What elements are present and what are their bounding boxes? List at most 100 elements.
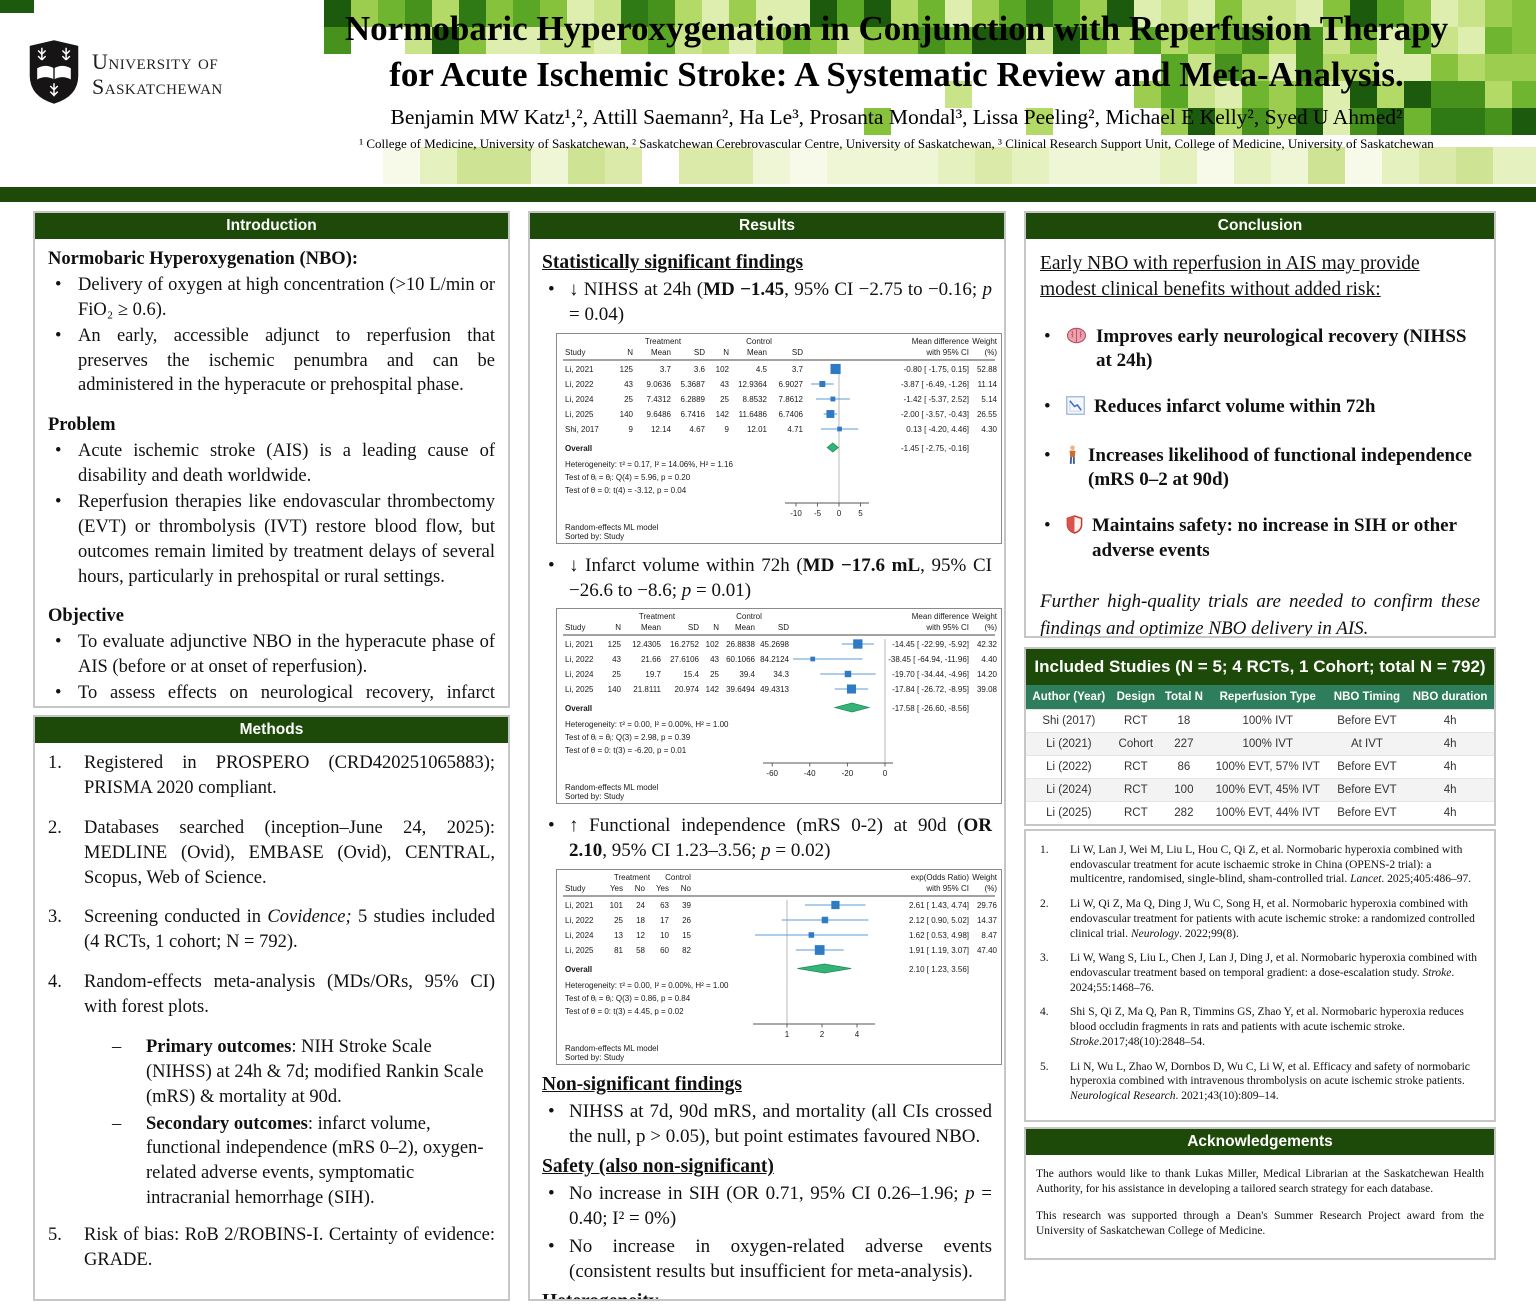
table-cell: Before EVT: [1327, 801, 1407, 824]
mosaic-tile: [494, 147, 531, 184]
methods-item-text: Screening conducted in Covidence; 5 stud…: [84, 907, 496, 953]
mosaic-tile: [1296, 108, 1323, 135]
mosaic-tile: [1269, 81, 1296, 108]
table-cell: Li (2021): [1026, 732, 1112, 756]
svg-text:Mean difference: Mean difference: [912, 337, 970, 346]
svg-text:39.6494: 39.6494: [726, 685, 755, 694]
svg-text:-40: -40: [804, 769, 816, 778]
header-divider-bar: [0, 187, 1536, 202]
mosaic-tile: [1485, 27, 1512, 54]
methods-item-text: Risk of bias: RoB 2/ROBINS-I. Certainty …: [84, 1225, 495, 1270]
mosaic-tile: [1350, 108, 1377, 135]
table-cell: 100% EVT, 57% IVT: [1207, 755, 1328, 779]
svg-text:84.2124: 84.2124: [760, 655, 789, 664]
svg-text:Li, 2021: Li, 2021: [565, 365, 594, 374]
svg-text:Li, 2022: Li, 2022: [565, 655, 594, 664]
poster-body: Introduction Normobaric Hyperoxygenation…: [0, 202, 1536, 1301]
svg-text:39.4: 39.4: [739, 670, 755, 679]
reference-item: 4. Shi S, Qi Z, Ma Q, Pan R, Timmins GS, …: [1036, 1005, 1484, 1049]
mosaic-tile: [540, 27, 567, 54]
bullet-item: Reperfusion therapies like endovascular …: [48, 490, 495, 590]
reference-text: Li W, Qi Z, Ma Q, Ding J, Wu C, Song H, …: [1070, 898, 1475, 940]
svg-text:N: N: [627, 348, 633, 357]
mosaic-tile: [1242, 81, 1269, 108]
mosaic-tile: [1107, 27, 1134, 54]
svg-text:Sorted by: Study: Sorted by: Study: [565, 532, 624, 541]
svg-text:Study: Study: [565, 623, 585, 632]
mosaic-tile: [1026, 0, 1053, 27]
svg-text:Control: Control: [665, 873, 691, 882]
svg-text:Treatment: Treatment: [639, 612, 676, 621]
mosaic-tile: [1377, 27, 1404, 54]
mosaic-tile: [675, 0, 702, 27]
svg-text:Shi, 2017: Shi, 2017: [565, 425, 599, 434]
svg-text:15: 15: [682, 931, 691, 940]
conclusion-lead: Early NBO with reperfusion in AIS may pr…: [1040, 253, 1420, 301]
results-subheading: Heterogeneity: [542, 1291, 992, 1299]
mosaic-tile: [1134, 81, 1161, 108]
acknowledgements-body: The authors would like to thank Lukas Mi…: [1026, 1155, 1494, 1258]
table-cell: Li (2024): [1026, 778, 1112, 802]
svg-text:7.4312: 7.4312: [647, 395, 672, 404]
svg-text:Sorted by: Study: Sorted by: Study: [565, 1053, 624, 1062]
svg-text:-5: -5: [814, 509, 822, 518]
methods-item: 2. Databases searched (inception–June 24,…: [48, 816, 495, 891]
poster-title-line2: for Acute Ischemic Stroke: A Systematic …: [389, 55, 1404, 95]
included-studies-header: Included Studies (N = 5; 4 RCTs, 1 Cohor…: [1026, 649, 1494, 685]
forest-plot-functional-independence: Treatment Control exp(Odds Ratio) with 95% …: [556, 868, 1002, 1065]
svg-text:with 95% CI: with 95% CI: [925, 348, 969, 357]
mosaic-tile: [1296, 81, 1323, 108]
mosaic-tile: [1512, 27, 1536, 54]
mosaic-tile: [486, 27, 513, 54]
svg-text:Treatment: Treatment: [614, 873, 651, 882]
svg-text:4.5: 4.5: [756, 365, 768, 374]
mosaic-tile: [324, 27, 351, 54]
mosaic-tile: [1512, 0, 1536, 27]
mosaic-tile: [420, 147, 457, 184]
svg-text:SD: SD: [688, 623, 699, 632]
mosaic-tile: [1271, 147, 1308, 184]
svg-text:Heterogeneity: τ² = 0.00, I² =: Heterogeneity: τ² = 0.00, I² = 0.00%, H²…: [565, 720, 729, 729]
svg-text:12.9364: 12.9364: [738, 380, 767, 389]
table-row: Li (2025) RCT 282 100% EVT, 44% IVT Before E…: [1026, 801, 1494, 824]
svg-text:Study: Study: [565, 884, 585, 893]
mosaic-tile: [1485, 81, 1512, 108]
conclusion-bullet-text: Reduces infarct volume within 72h: [1094, 396, 1376, 417]
svg-text:-3.87 [ -6.49, -1.26]: -3.87 [ -6.49, -1.26]: [901, 380, 969, 389]
mosaic-tile: [594, 27, 621, 54]
svg-text:26.8838: 26.8838: [726, 640, 755, 649]
svg-text:Random-effects ML model: Random-effects ML model: [565, 783, 659, 792]
bullet-item: ↓ Infarct volume within 72h (MD −17.6 mL…: [542, 553, 992, 604]
mosaic-tile: [901, 147, 938, 184]
svg-text:6.9027: 6.9027: [779, 380, 804, 389]
svg-text:-19.70 [ -34.44, -4.96]: -19.70 [ -34.44, -4.96]: [892, 670, 969, 679]
methods-subitem-text: Primary outcomes: NIH Stroke Scale (NIHS…: [146, 1036, 484, 1107]
mosaic-tile: [1323, 81, 1350, 108]
mosaic-tile: [1458, 27, 1485, 54]
svg-text:16.2752: 16.2752: [670, 640, 699, 649]
header-mosaic-decoration: [0, 0, 1536, 187]
table-cell: 18: [1159, 709, 1208, 733]
mosaic-tile: [1161, 54, 1188, 81]
mosaic-tile: [459, 27, 486, 54]
svg-text:Li, 2022: Li, 2022: [565, 380, 594, 389]
mosaic-tile: [1080, 27, 1107, 54]
mosaic-tile: [1493, 147, 1530, 184]
svg-text:-17.58 [ -26.60, -8.56]: -17.58 [ -26.60, -8.56]: [892, 704, 969, 713]
svg-text:Li, 2025: Li, 2025: [565, 946, 594, 955]
intro-subheading: Normobaric Hyperoxygenation (NBO):: [48, 249, 359, 269]
svg-text:4.40: 4.40: [981, 655, 997, 664]
methods-item-number: 1.: [48, 753, 62, 773]
svg-text:-0.80 [ -1.75, 0.15]: -0.80 [ -1.75, 0.15]: [904, 365, 969, 374]
results-subheading: Statistically significant findings: [542, 252, 804, 273]
svg-text:exp(Odds Ratio): exp(Odds Ratio): [911, 873, 970, 882]
mosaic-tile: [783, 27, 810, 54]
svg-text:4: 4: [855, 1030, 860, 1039]
conclusion-header: Conclusion: [1026, 213, 1494, 239]
table-cell: 100: [1159, 778, 1208, 802]
mosaic-tile: [864, 147, 901, 184]
svg-text:N: N: [723, 348, 729, 357]
bullet-item: To evaluate adjunctive NBO in the hypera…: [48, 630, 495, 680]
conclusion-closing: Further high-quality trials are needed t…: [1040, 591, 1480, 638]
table-cell: Before EVT: [1327, 709, 1407, 733]
